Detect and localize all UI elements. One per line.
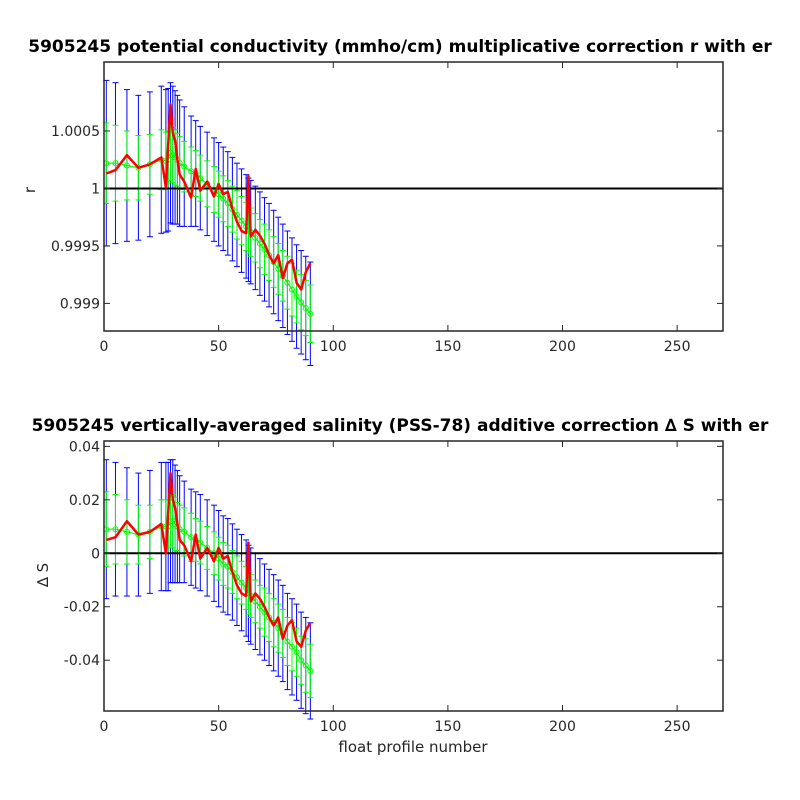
fit-center-point: [298, 299, 305, 306]
plot-area: 0 50 100 150 200 250 0.999 0.9995 1 1.0005: [51, 61, 724, 366]
y-tick-label: 0.9995: [51, 239, 100, 255]
fit-center-point: [293, 293, 300, 300]
y-tick-label: 1: [91, 181, 100, 197]
chart-r: 5905245 potential conductivity (mmho/cm)…: [21, 37, 772, 366]
x-tick-label: 0: [100, 719, 109, 735]
fit-center-point: [288, 643, 295, 650]
y-tick-label: 0.04: [69, 439, 100, 455]
fit-center-point: [307, 667, 314, 674]
axes-box: [103, 440, 724, 712]
y-tick-label: -0.04: [64, 653, 100, 669]
chart-title: 5905245 vertically-averaged salinity (PS…: [32, 416, 769, 436]
y-tick-label: 0.999: [60, 296, 100, 312]
y-tick-label: 0.02: [69, 493, 100, 509]
fit-center-point: [112, 160, 119, 167]
axes-box: [103, 61, 724, 332]
x-tick-label: 50: [210, 719, 228, 735]
fit-center-point: [293, 649, 300, 656]
fit-center-point: [256, 603, 263, 610]
fit-center-point: [238, 579, 245, 586]
chart-title: 5905245 potential conductivity (mmho/cm)…: [28, 37, 772, 57]
x-tick-label: 0: [100, 339, 109, 355]
y-axis-label: ∆ S: [34, 563, 52, 588]
fit-center-point: [238, 217, 245, 224]
fit-center-point: [123, 528, 130, 535]
fit-center-point: [302, 305, 309, 312]
x-tick-label: 150: [435, 339, 462, 355]
fit-center-point: [252, 234, 259, 241]
fit-center-point: [256, 240, 263, 247]
fit-center-point: [252, 598, 259, 605]
x-axis-label: float profile number: [338, 738, 488, 756]
x-tick-label: 100: [320, 719, 347, 735]
x-tick-label: 250: [664, 719, 691, 735]
y-tick-label: 1.0005: [51, 124, 100, 140]
correction-line: [105, 471, 312, 649]
fit-center-point: [220, 195, 227, 202]
y-axis-label: r: [21, 186, 39, 193]
fit-center-point: [181, 163, 188, 170]
fit-center-point: [302, 662, 309, 669]
fit-center-point: [284, 638, 291, 645]
y-tick-label: 0: [91, 546, 100, 562]
correction-line: [105, 103, 312, 291]
y-tick-label: -0.02: [64, 600, 100, 616]
fit-center-point: [181, 528, 188, 535]
fit-center-point: [123, 162, 130, 169]
x-tick-label: 100: [320, 339, 347, 355]
fit-center-point: [270, 259, 277, 266]
fit-center-point: [220, 560, 227, 567]
chart-delta-s: 5905245 vertically-averaged salinity (PS…: [32, 416, 769, 756]
x-tick-label: 200: [549, 339, 576, 355]
fit-center-point: [112, 526, 119, 533]
fit-center-point: [284, 279, 291, 286]
inner-error-bar: [307, 643, 314, 699]
fit-center-point: [188, 534, 195, 541]
fit-center-point: [288, 286, 295, 293]
x-tick-label: 150: [435, 719, 462, 735]
x-tick-label: 50: [210, 339, 228, 355]
x-tick-label: 250: [664, 339, 691, 355]
plot-area: 0 50 100 150 200 250 -0.04 -0.02 0 0.02 0.04: [64, 439, 724, 735]
x-tick-label: 200: [549, 719, 576, 735]
fit-center-point: [307, 310, 314, 317]
fit-center-point: [188, 168, 195, 175]
fit-center-point: [298, 657, 305, 664]
